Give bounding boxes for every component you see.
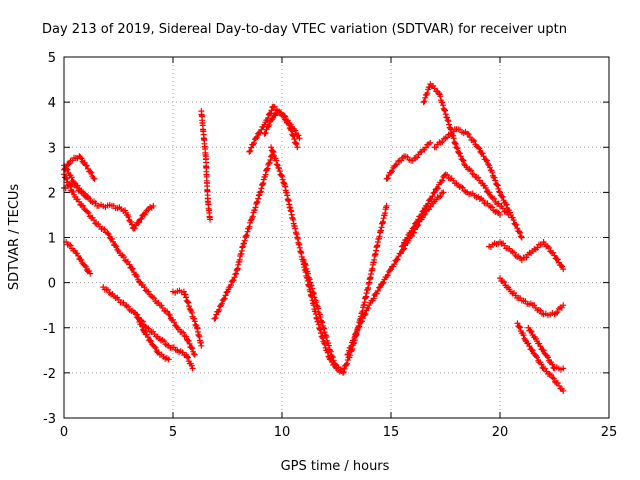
data-point-markers: [300, 202, 390, 376]
x-tick-label: 5: [169, 425, 177, 440]
data-point-markers: [211, 148, 277, 322]
series-arc-20: [486, 239, 567, 273]
series-arc-9: [198, 108, 214, 223]
y-tick-label: 4: [48, 96, 56, 111]
y-tick-label: 3: [48, 141, 56, 156]
series-arc-18: [431, 126, 525, 241]
y-tick-label: 0: [48, 277, 56, 292]
series-arc-21: [497, 275, 567, 319]
data-point-markers: [132, 311, 172, 363]
series-arc-23: [525, 324, 567, 373]
x-axis-label: GPS time / hours: [281, 459, 390, 474]
series-arc-16: [383, 139, 434, 182]
series-arc-5: [63, 239, 94, 277]
data-point-markers: [420, 81, 512, 218]
series-arc-14: [300, 202, 390, 376]
data-point-markers: [170, 287, 205, 349]
y-tick-label: 2: [48, 186, 56, 201]
data-point-markers: [268, 144, 347, 373]
data-point-markers: [525, 324, 567, 373]
chart-title: Day 213 of 2019, Sidereal Day-to-day VTE…: [42, 22, 567, 37]
x-tick-label: 25: [601, 425, 618, 440]
data-point-markers: [514, 320, 567, 394]
data-point-markers: [431, 126, 525, 241]
series-arc-17: [420, 81, 512, 218]
series-arc-12: [246, 103, 303, 155]
x-tick-label: 10: [274, 425, 291, 440]
y-tick-label: 5: [48, 51, 56, 66]
series-arc-7: [132, 311, 172, 363]
series-arc-19: [398, 171, 503, 250]
data-point-markers: [63, 239, 94, 277]
y-axis-label: SDTVAR / TECUs: [7, 184, 22, 291]
series-arc-13: [268, 144, 347, 373]
data-point-markers: [100, 284, 196, 372]
data-point-markers: [383, 139, 434, 182]
data-point-markers: [486, 239, 567, 273]
data-point-markers: [344, 189, 447, 358]
x-tick-label: 20: [492, 425, 509, 440]
y-tick-label: 1: [48, 232, 56, 247]
data-point-markers: [198, 108, 214, 223]
series-arc-15: [344, 189, 447, 358]
x-tick-label: 15: [383, 425, 400, 440]
series-arc-22: [514, 320, 567, 394]
data-point-markers: [497, 275, 567, 319]
y-tick-label: -3: [43, 412, 56, 427]
data-point-markers: [398, 171, 503, 250]
data-point-markers: [246, 103, 303, 155]
series-arc-8: [170, 287, 205, 349]
x-tick-label: 0: [60, 425, 68, 440]
y-tick-label: -2: [43, 367, 56, 382]
series-arc-6: [100, 284, 196, 372]
y-tick-label: -1: [43, 322, 56, 337]
series-arc-10: [211, 148, 277, 322]
axis-ticks: 0 5 10 15 20 25 -3 -2 -1 0 1 2 3 4 5: [43, 51, 617, 440]
